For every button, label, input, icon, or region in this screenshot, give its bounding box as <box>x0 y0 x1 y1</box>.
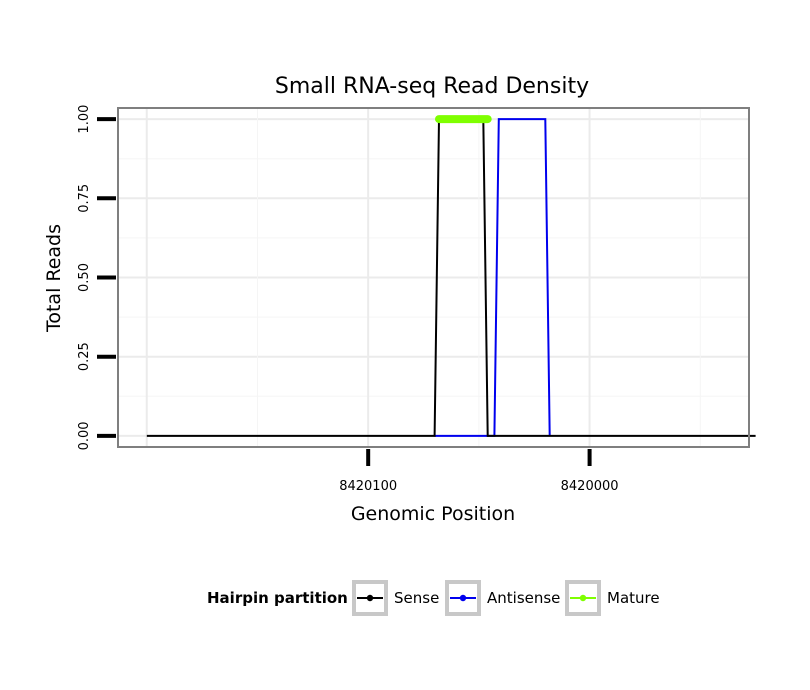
legend: Hairpin partition Sense Antisense Mature <box>207 580 660 616</box>
x-axis-title: Genomic Position <box>351 503 515 525</box>
legend-key-point <box>579 594 587 602</box>
legend-label: Mature <box>607 589 660 607</box>
series-layer <box>146 115 756 437</box>
x-tick-label: 8420100 <box>339 479 397 494</box>
y-axis: 0.00 0.25 0.50 0.75 1.00 <box>77 105 116 450</box>
legend-key-point <box>459 594 467 602</box>
legend-entry-mature: Mature <box>565 580 660 616</box>
legend-entries: Sense Antisense Mature <box>352 580 660 616</box>
legend-title: Hairpin partition <box>207 589 348 607</box>
x-axis: 8420100 8420000 <box>339 449 619 494</box>
y-tick-label: 0.25 <box>77 342 92 371</box>
chart-title: Small RNA-seq Read Density <box>275 74 589 99</box>
legend-entry-sense: Sense <box>352 580 439 616</box>
y-tick-label: 0.50 <box>77 263 92 292</box>
series-line-antisense <box>434 118 551 437</box>
y-tick-label: 0.00 <box>77 421 92 450</box>
legend-entry-antisense: Antisense <box>445 580 560 616</box>
x-tick-label: 8420000 <box>561 479 619 494</box>
plot-panel-border <box>117 107 750 448</box>
legend-label: Antisense <box>487 589 560 607</box>
legend-label: Sense <box>394 589 439 607</box>
y-tick-label: 0.75 <box>77 184 92 213</box>
y-axis-title: Total Reads <box>43 224 65 333</box>
legend-key-point <box>366 594 374 602</box>
y-tick-label: 1.00 <box>77 105 92 134</box>
grid-lines <box>118 108 749 447</box>
